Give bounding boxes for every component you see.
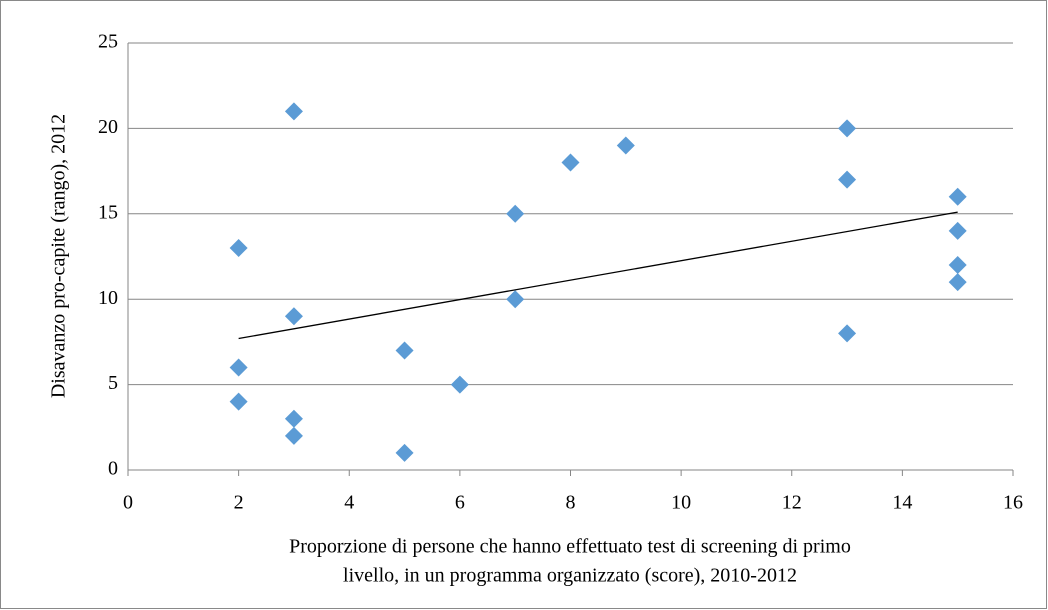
point: [229, 238, 248, 257]
x-tick-label: 2: [234, 492, 244, 514]
point: [616, 136, 635, 155]
x-tick-label: 8: [566, 492, 576, 514]
point: [838, 170, 857, 189]
x-tick-label: 16: [1003, 492, 1023, 514]
point: [838, 119, 857, 138]
point: [284, 102, 303, 121]
point: [395, 341, 414, 360]
point: [506, 204, 525, 223]
point: [284, 426, 303, 445]
x-tick-label: 14: [892, 492, 912, 514]
point: [948, 187, 967, 206]
y-axis-label: Disavanzo pro-capite (rango), 2012: [48, 114, 70, 398]
point: [395, 443, 414, 462]
y-tick-label: 15: [98, 201, 118, 223]
point: [948, 221, 967, 240]
y-tick-label: 25: [98, 31, 118, 53]
x-tick-label: 12: [782, 492, 802, 514]
point: [284, 307, 303, 326]
x-tick-label: 10: [671, 492, 691, 514]
point: [229, 358, 248, 377]
point: [506, 290, 525, 309]
y-tick-label: 5: [108, 372, 118, 394]
x-axis-label: Proporzione di persone che hanno effettu…: [289, 536, 851, 558]
point: [450, 375, 469, 394]
point: [838, 324, 857, 343]
point: [229, 392, 248, 411]
point: [284, 409, 303, 428]
x-tick-label: 0: [123, 492, 133, 514]
x-tick-label: 4: [344, 492, 354, 514]
point: [561, 153, 580, 172]
x-tick-label: 6: [455, 492, 465, 514]
point: [948, 256, 967, 275]
x-axis-label: livello, in un programma organizzato (sc…: [343, 565, 797, 587]
point: [948, 273, 967, 292]
trendline: [238, 211, 958, 340]
y-tick-label: 20: [98, 116, 118, 138]
y-tick-label: 10: [98, 287, 118, 309]
y-tick-label: 0: [108, 458, 118, 480]
